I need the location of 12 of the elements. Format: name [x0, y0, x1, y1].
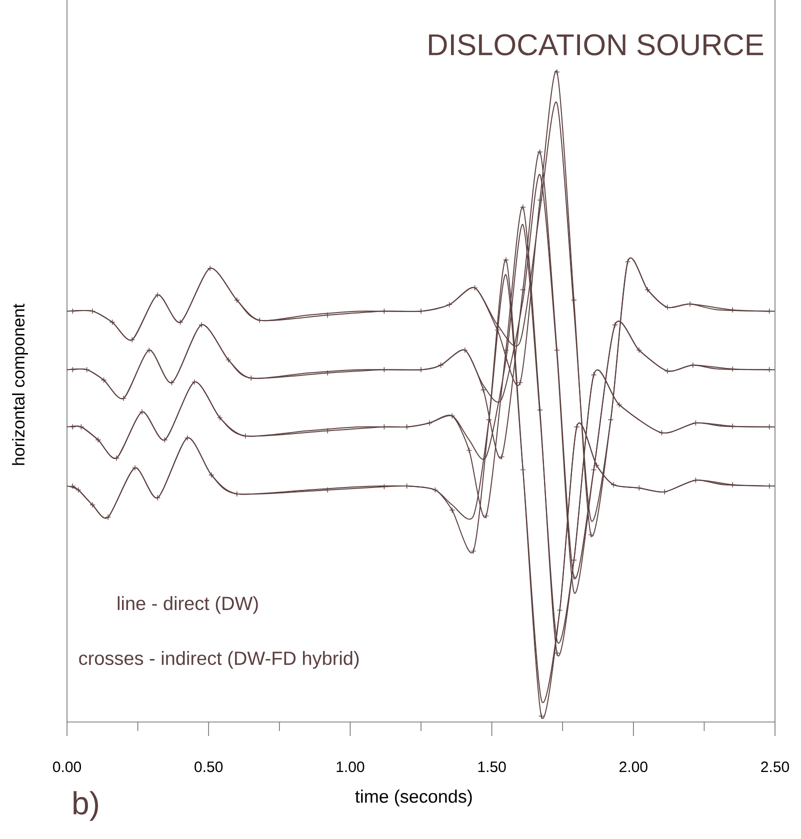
x-tick-label: 2.50 — [761, 762, 790, 772]
y-axis-title: horizontal component — [12, 304, 28, 465]
x-tick-label: 2.00 — [620, 762, 648, 772]
annotation: line - direct (DW) — [118, 596, 258, 614]
chart-title: DISLOCATION SOURCE — [429, 34, 764, 56]
text: b) — [74, 791, 98, 821]
x-tick-label: 1.00 — [336, 762, 364, 772]
annotation: crosses - indirect (DW-FD hybrid) — [79, 651, 359, 669]
x-tick-label: 0.50 — [194, 762, 223, 772]
x-axis-title: time (seconds) — [355, 790, 472, 806]
x-tick-label: 0.00 — [53, 762, 82, 772]
x-tick-label: 1.50 — [478, 762, 506, 772]
